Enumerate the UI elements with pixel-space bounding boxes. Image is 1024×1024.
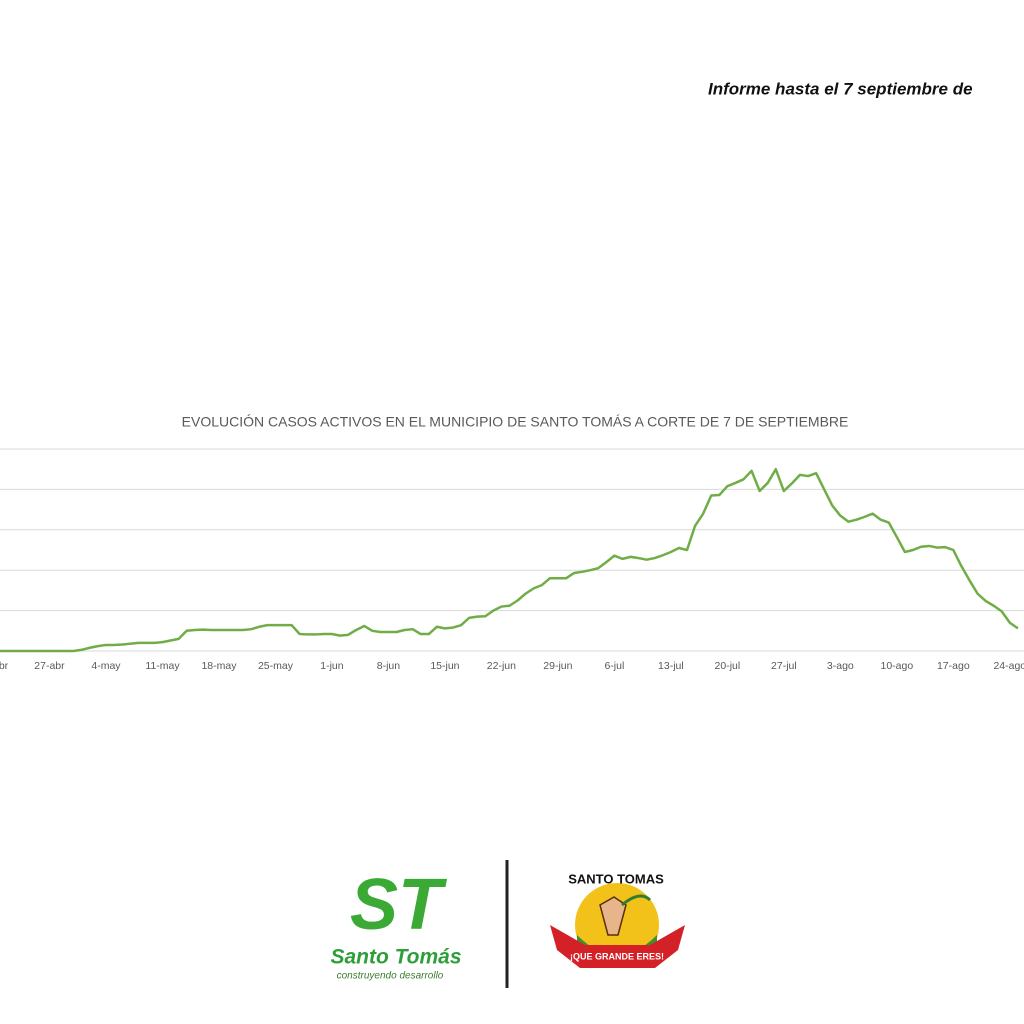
x-tick-label: 8-jun xyxy=(377,660,401,672)
logo-name: Santo Tomás xyxy=(330,946,461,969)
x-tick-label: 15-jun xyxy=(430,660,459,672)
x-tick-label: 24-ago xyxy=(993,660,1024,672)
logo-tagline: construyendo desarrollo xyxy=(337,971,444,982)
x-tick-label: 4-may xyxy=(91,660,121,672)
data-line xyxy=(0,467,1019,653)
x-tick-label: 27-jul xyxy=(771,660,797,672)
x-tick-label: 20-abr xyxy=(0,660,9,672)
emblem-name: SANTO TOMAS xyxy=(568,871,664,886)
logo-mark: ST xyxy=(350,865,448,945)
fist xyxy=(599,896,627,936)
x-tick-label: 20-jul xyxy=(715,660,741,672)
chart-title: EVOLUCIÓN CASOS ACTIVOS EN EL MUNICIPIO … xyxy=(182,414,849,430)
x-tick-label: 11-may xyxy=(145,660,180,672)
x-tick-label: 17-ago xyxy=(937,660,970,672)
x-tick-label: 18-may xyxy=(201,660,237,672)
branch xyxy=(621,894,652,907)
x-tick-label: 1-jun xyxy=(320,660,344,672)
plot: 20-abr 27-abr 4-may 11-may 18-may 25-may 1-jun… xyxy=(0,448,1024,672)
x-tick-label: 10-ago xyxy=(880,660,913,672)
x-tick-label: 13-jul xyxy=(658,660,684,672)
x-tick-label: 22-jun xyxy=(487,660,516,672)
ribbon xyxy=(550,925,685,968)
x-tick-label: 3-ago xyxy=(827,660,854,672)
report-date: Informe hasta el 7 septiembre de xyxy=(708,79,973,98)
emblem-motto: ¡QUE GRANDE ERES! xyxy=(570,951,664,961)
x-tick-label: 6-jul xyxy=(604,660,624,672)
x-tick-label: 27-abr xyxy=(34,660,65,672)
x-tick-label: 25-may xyxy=(258,660,294,672)
x-tick-label: 29-jun xyxy=(543,660,572,672)
